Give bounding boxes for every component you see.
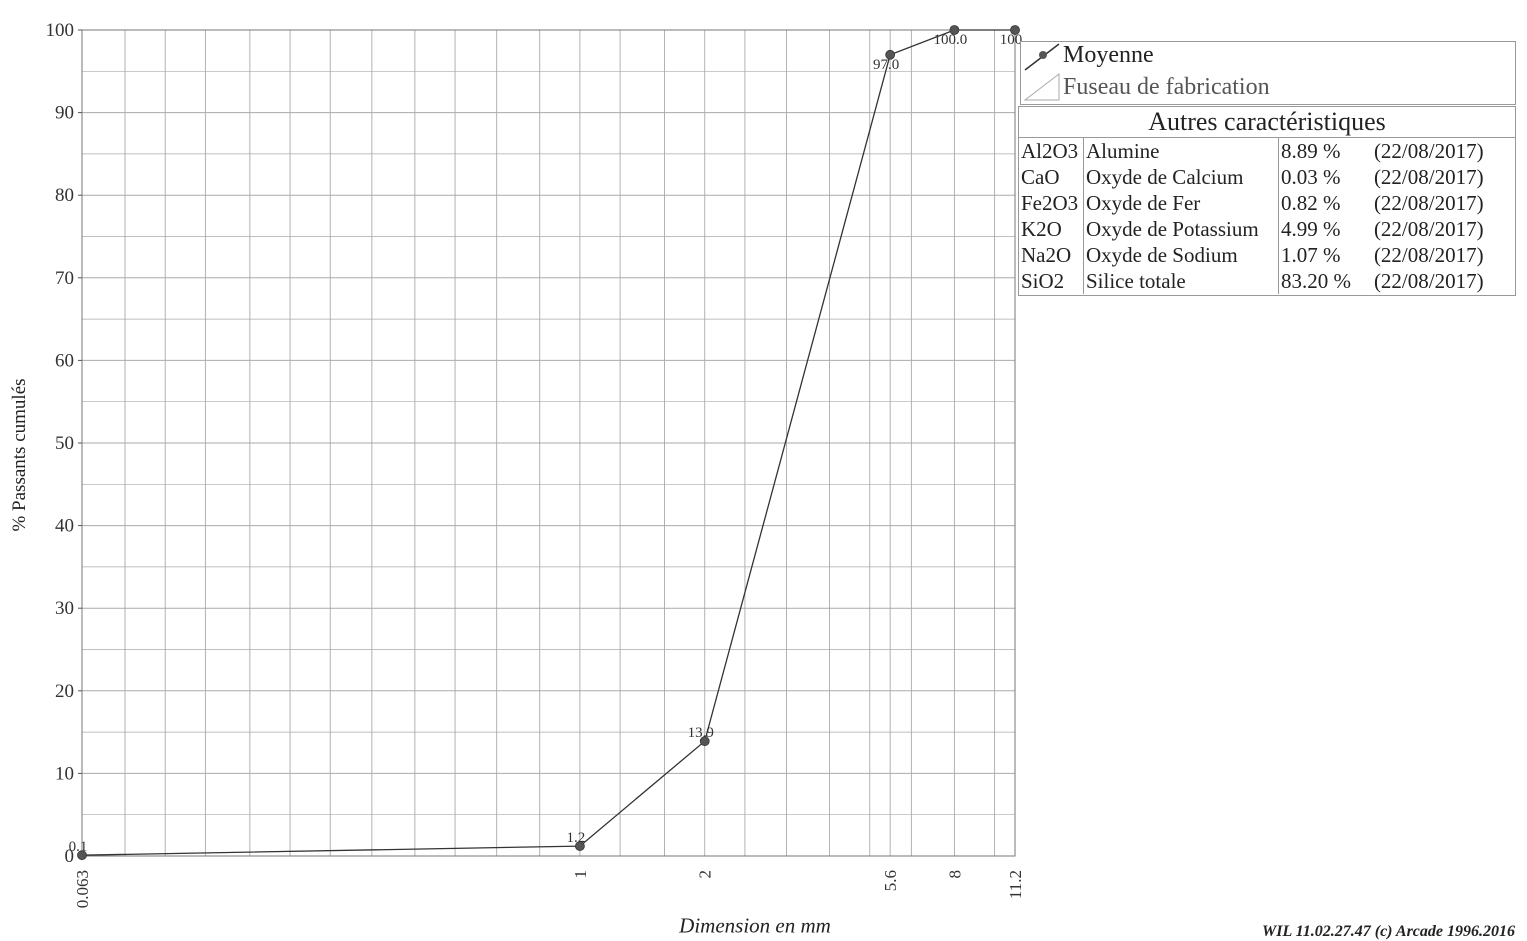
property-date: (22/08/2017) <box>1373 216 1484 241</box>
properties-row: Fe2O3 Oxyde de Fer 0.82 % (22/08/2017) <box>1019 190 1515 216</box>
chart-grid <box>81 29 1016 857</box>
property-value: 1.07 % <box>1281 242 1341 267</box>
chart-legend: Moyenne Fuseau de fabrication <box>1020 41 1516 105</box>
property-value: 83.20 % <box>1281 268 1351 293</box>
y-tick-label: 40 <box>55 516 74 537</box>
y-tick-label: 20 <box>55 681 74 702</box>
property-date: (22/08/2017) <box>1373 268 1484 293</box>
data-label: 100 <box>1000 32 1023 48</box>
x-tick-label: 2 <box>696 870 715 879</box>
y-tick-label: 30 <box>55 598 74 619</box>
x-tick-label: 0.063 <box>73 870 92 908</box>
y-tick-label: 60 <box>55 350 74 371</box>
footer-credit: WIL 11.02.27.47 (c) Arcade 1996.2016 <box>1261 923 1515 940</box>
legend-entry-moyenne: Moyenne <box>1063 42 1154 68</box>
y-tick-label: 50 <box>55 433 74 454</box>
y-tick-label: 70 <box>55 268 74 289</box>
property-code: Na2O <box>1019 242 1084 268</box>
legend-swatches <box>1023 43 1060 101</box>
properties-panel: Autres caractéristiques Al2O3 Alumine 8.89… <box>1018 106 1516 296</box>
x-axis-label: Dimension en mm <box>679 913 831 938</box>
properties-row: CaO Oxyde de Calcium 0.03 % (22/08/2017) <box>1019 164 1515 190</box>
property-name: Silice totale <box>1083 268 1279 294</box>
data-label: 13.9 <box>688 725 714 741</box>
x-tick-label: 8 <box>945 870 964 879</box>
chart-series: 0.1 1.2 13.9 97.0 100.0 100 <box>69 25 1023 861</box>
series-line-0 <box>81 29 1015 856</box>
y-axis-label: % Passants cumulés <box>9 378 30 532</box>
property-value: 0.82 % <box>1281 190 1341 215</box>
property-code: K2O <box>1019 216 1084 242</box>
properties-row: Al2O3 Alumine 8.89 % (22/08/2017) <box>1019 138 1515 164</box>
data-label: 97.0 <box>873 57 899 73</box>
property-code: Fe2O3 <box>1019 190 1084 216</box>
legend-entry-fuseau: Fuseau de fabrication <box>1063 74 1270 100</box>
property-code: Al2O3 <box>1019 138 1084 164</box>
property-value: 4.99 % <box>1281 216 1341 241</box>
property-date: (22/08/2017) <box>1373 242 1484 267</box>
properties-row: Na2O Oxyde de Sodium 1.07 % (22/08/2017) <box>1019 242 1515 268</box>
fuseau-swatch <box>1023 72 1060 101</box>
x-tick-label: 1 <box>571 870 590 879</box>
data-point <box>77 850 87 861</box>
data-label: 100.0 <box>934 32 968 48</box>
y-tick-label: 10 <box>55 763 74 784</box>
data-label: 1.2 <box>567 830 586 846</box>
property-name: Alumine <box>1083 138 1279 164</box>
property-name: Oxyde de Potassium <box>1083 216 1279 242</box>
y-tick-label: 0 <box>65 846 75 867</box>
property-name: Oxyde de Sodium <box>1083 242 1279 268</box>
data-point <box>699 736 710 747</box>
property-value: 0.03 % <box>1281 164 1341 189</box>
properties-table: Al2O3 Alumine 8.89 % (22/08/2017) CaO Oxyde d… <box>1019 138 1515 294</box>
y-tick-label: 100 <box>46 20 75 41</box>
property-date: (22/08/2017) <box>1373 190 1484 215</box>
data-point <box>575 841 585 851</box>
property-date: (22/08/2017) <box>1373 164 1484 189</box>
property-name: Oxyde de Fer <box>1083 190 1279 216</box>
data-point <box>885 49 896 60</box>
property-date: (22/08/2017) <box>1373 138 1484 163</box>
x-tick-label: 11.2 <box>1006 870 1025 899</box>
property-code: CaO <box>1019 164 1084 190</box>
data-point <box>1010 25 1020 35</box>
y-tick-label: 90 <box>55 103 74 124</box>
property-name: Oxyde de Calcium <box>1083 164 1279 190</box>
y-tick-label: 80 <box>55 185 74 206</box>
moyenne-swatch-marker <box>1039 51 1047 59</box>
chart-axes: 0 10 20 30 40 50 60 70 80 90 100 0.063 1 2 5.6 8 11.2 <box>46 20 1026 908</box>
properties-title: Autres caractéristiques <box>1019 107 1515 138</box>
property-value: 8.89 % <box>1281 138 1341 163</box>
data-point <box>949 25 960 35</box>
data-label: 0.1 <box>69 839 88 855</box>
properties-row: K2O Oxyde de Potassium 4.99 % (22/08/2017) <box>1019 216 1515 242</box>
property-code: SiO2 <box>1019 268 1084 294</box>
x-tick-label: 5.6 <box>881 870 900 891</box>
properties-row: SiO2 Silice totale 83.20 % (22/08/2017) <box>1019 268 1515 294</box>
